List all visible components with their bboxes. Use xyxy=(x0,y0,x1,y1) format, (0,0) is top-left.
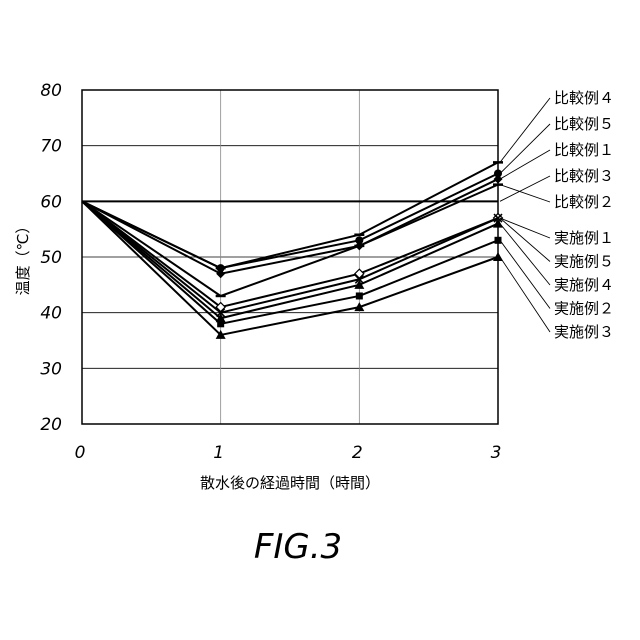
legend: 比較例４ 比較例５ 比較例１ 比較例３ 比較例２ 実施例１ 実施例５ 実施例４ 実施例２ 実施例３ xyxy=(500,89,614,341)
legend-leader-line xyxy=(500,176,550,201)
legend-entry: 比較例３ xyxy=(554,167,614,185)
x-ticks: 0 1 2 3 xyxy=(75,443,502,463)
figure-label: FIG.3 xyxy=(254,527,342,567)
y-tick-label: 50 xyxy=(40,248,62,268)
y-ticks: 20 30 40 50 60 70 80 xyxy=(40,81,62,435)
legend-entry: 実施例３ xyxy=(554,323,614,341)
legend-leader-line xyxy=(500,124,550,174)
legend-entry: 実施例２ xyxy=(554,300,614,318)
legend-entry: 比較例１ xyxy=(554,141,614,159)
y-tick-label: 60 xyxy=(40,192,62,212)
y-tick-label: 40 xyxy=(40,304,62,324)
x-tick-label: 1 xyxy=(213,443,224,463)
x-tick-label: 0 xyxy=(75,443,86,463)
x-tick-label: 3 xyxy=(491,443,502,463)
series-path xyxy=(82,201,498,335)
y-tick-label: 20 xyxy=(40,415,62,435)
legend-leader-line xyxy=(500,257,550,332)
data-point xyxy=(217,320,224,327)
y-tick-label: 80 xyxy=(40,81,62,101)
legend-leader-line xyxy=(500,150,550,179)
legend-entry: 比較例５ xyxy=(554,115,614,133)
legend-entry: 比較例２ xyxy=(554,193,614,211)
legend-leader-line xyxy=(500,240,550,308)
y-tick-label: 70 xyxy=(40,137,62,157)
series-path xyxy=(82,179,498,274)
y-tick-label: 30 xyxy=(40,359,62,379)
legend-leader-line xyxy=(500,218,550,238)
x-axis-label: 散水後の経過時間（時間） xyxy=(200,474,380,492)
legend-entry: 実施例５ xyxy=(554,253,614,271)
legend-leader-line xyxy=(500,185,550,202)
series-line xyxy=(82,201,502,327)
x-tick-label: 2 xyxy=(352,443,363,463)
legend-leader-line xyxy=(500,98,550,162)
legend-entry: 実施例４ xyxy=(554,276,614,294)
legend-entry: 実施例１ xyxy=(554,229,614,247)
legend-leader-line xyxy=(500,224,550,285)
data-point xyxy=(356,292,363,299)
y-axis-label: 温度（℃） xyxy=(14,219,32,296)
legend-entry: 比較例４ xyxy=(554,89,614,107)
